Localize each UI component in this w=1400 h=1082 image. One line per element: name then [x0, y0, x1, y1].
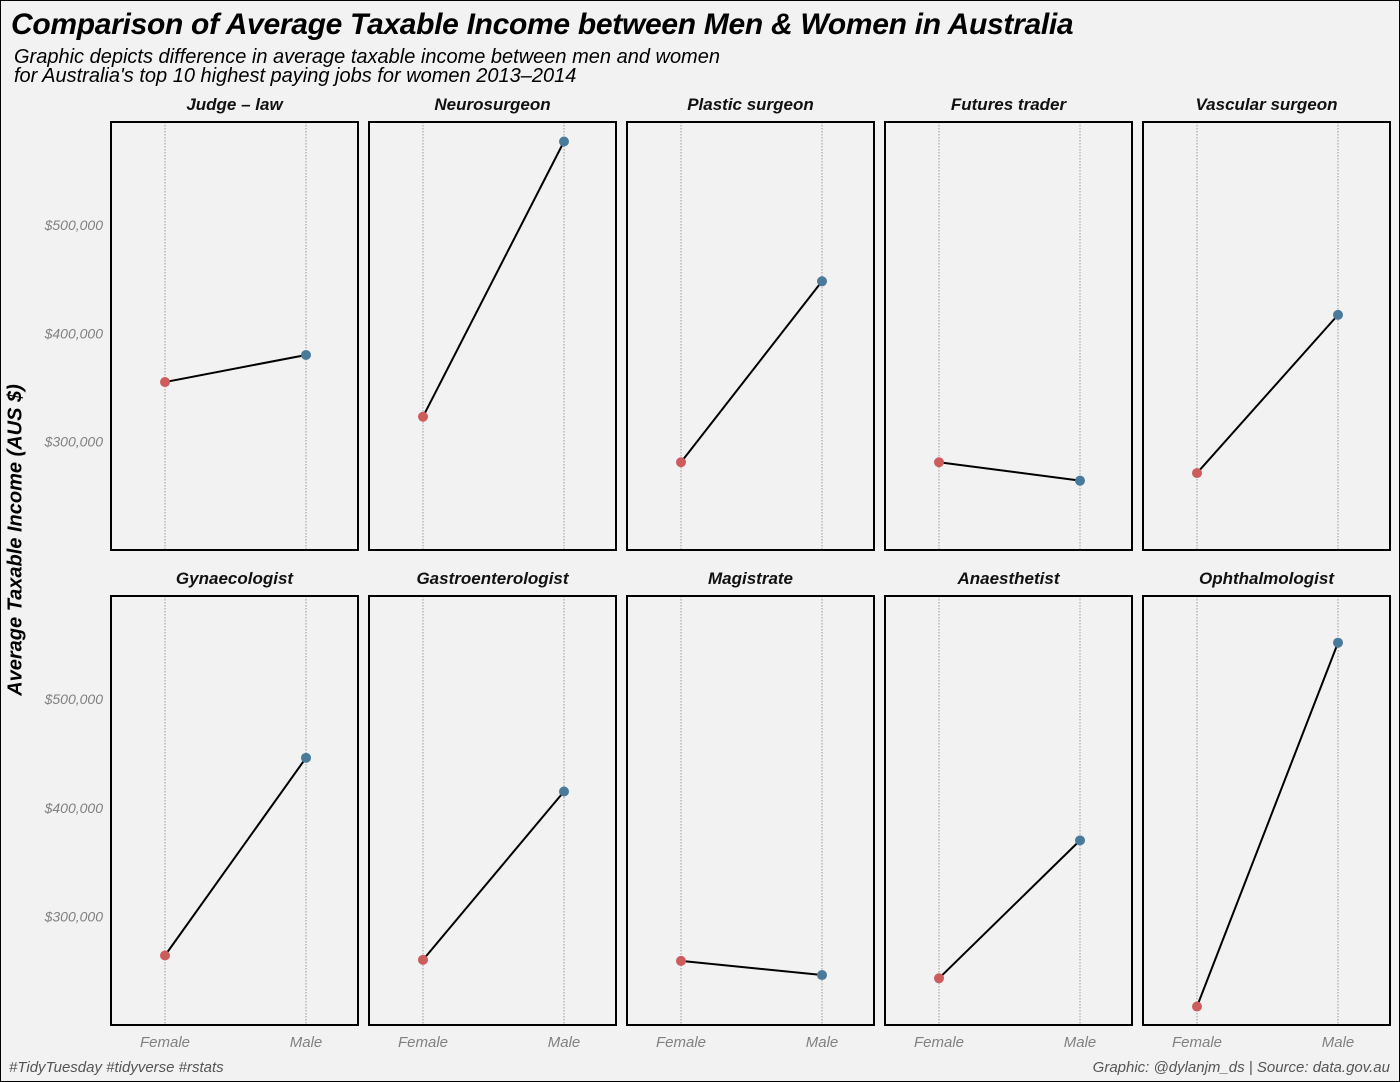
chart-subtitle-line-2: for Australia's top 10 highest paying jo… — [14, 65, 577, 87]
chart-subtitle-line-1: Graphic depicts difference in average ta… — [14, 46, 720, 68]
panel-border-anaesthetist — [884, 595, 1133, 1026]
x-tick-label-female-col2: Female — [398, 1034, 448, 1051]
x-tick-label-male-col1: Male — [290, 1034, 323, 1051]
panel-border-magistrate — [626, 595, 875, 1026]
series-line-plastic-surgeon — [680, 280, 823, 463]
caption-source: Graphic: @dylanjm_ds | Source: data.gov.… — [1092, 1059, 1390, 1076]
y-tick-label-row2-400000: $400,000 — [44, 800, 104, 816]
panel-title-ophthalmologist: Ophthalmologist — [1199, 569, 1335, 588]
series-line-judge-law — [164, 353, 307, 384]
x-tick-label-female-col3: Female — [656, 1034, 706, 1051]
panel-title-judge-law: Judge – law — [186, 95, 284, 114]
panel-border-ophthalmologist — [1142, 595, 1391, 1026]
point-male-judge-law — [301, 349, 311, 360]
caption-hashtags: #TidyTuesday #tidyverse #rstats — [9, 1059, 224, 1076]
series-line-vascular-surgeon — [1196, 314, 1339, 474]
point-male-anaesthetist — [1075, 835, 1085, 846]
series-line-anaesthetist — [938, 839, 1081, 980]
series-line-gynaecologist — [164, 757, 307, 957]
x-tick-label-male-col5: Male — [1322, 1034, 1355, 1051]
point-male-ophthalmologist — [1333, 637, 1343, 648]
panel-title-anaesthetist: Anaesthetist — [956, 569, 1060, 588]
panel-border-gastroenterologist — [368, 595, 617, 1026]
series-line-futures-trader — [938, 461, 1081, 482]
point-male-neurosurgeon — [559, 136, 569, 147]
point-male-gastroenterologist — [559, 786, 569, 797]
point-female-anaesthetist — [934, 973, 944, 984]
point-female-gastroenterologist — [418, 954, 428, 965]
point-female-neurosurgeon — [418, 411, 428, 422]
x-tick-label-female-col1: Female — [140, 1034, 190, 1051]
series-line-ophthalmologist — [1196, 642, 1339, 1007]
panel-border-neurosurgeon — [368, 121, 617, 551]
point-male-magistrate — [817, 970, 827, 981]
panel-title-magistrate: Magistrate — [708, 569, 793, 588]
point-male-plastic-surgeon — [817, 276, 827, 287]
y-tick-label-row1-400000: $400,000 — [44, 325, 104, 341]
panel-border-plastic-surgeon — [626, 121, 875, 551]
point-female-judge-law — [160, 377, 170, 388]
y-tick-label-row2-300000: $300,000 — [44, 908, 104, 924]
point-female-magistrate — [676, 955, 686, 966]
x-tick-label-male-col3: Male — [806, 1034, 839, 1051]
panel-title-gastroenterologist: Gastroenterologist — [416, 569, 569, 588]
chart-title: Comparison of Average Taxable Income bet… — [11, 8, 1074, 41]
point-female-ophthalmologist — [1192, 1001, 1202, 1012]
x-tick-label-female-col4: Female — [914, 1034, 964, 1051]
y-tick-label-row1-300000: $300,000 — [44, 434, 104, 450]
x-tick-label-male-col4: Male — [1064, 1034, 1097, 1051]
point-male-vascular-surgeon — [1333, 309, 1343, 320]
point-male-gynaecologist — [301, 752, 311, 763]
panel-title-neurosurgeon: Neurosurgeon — [434, 95, 550, 114]
series-line-magistrate — [680, 959, 823, 977]
series-line-gastroenterologist — [422, 790, 565, 961]
panel-title-plastic-surgeon: Plastic surgeon — [687, 95, 814, 114]
panel-title-vascular-surgeon: Vascular surgeon — [1195, 95, 1337, 114]
x-tick-label-female-col5: Female — [1172, 1034, 1222, 1051]
panel-border-vascular-surgeon — [1142, 121, 1391, 551]
x-tick-label-male-col2: Male — [548, 1034, 581, 1051]
y-tick-label-row2-500000: $500,000 — [44, 691, 104, 707]
point-female-gynaecologist — [160, 950, 170, 961]
point-female-plastic-surgeon — [676, 457, 686, 468]
panel-border-futures-trader — [884, 121, 1133, 551]
panel-border-judge-law — [110, 121, 359, 551]
panel-border-gynaecologist — [110, 595, 359, 1026]
y-tick-label-row1-500000: $500,000 — [44, 217, 104, 233]
panel-title-gynaecologist: Gynaecologist — [176, 569, 294, 588]
point-female-futures-trader — [934, 457, 944, 468]
series-line-neurosurgeon — [422, 141, 565, 418]
panel-title-futures-trader: Futures trader — [951, 95, 1068, 114]
point-female-vascular-surgeon — [1192, 468, 1202, 479]
point-male-futures-trader — [1075, 475, 1085, 486]
